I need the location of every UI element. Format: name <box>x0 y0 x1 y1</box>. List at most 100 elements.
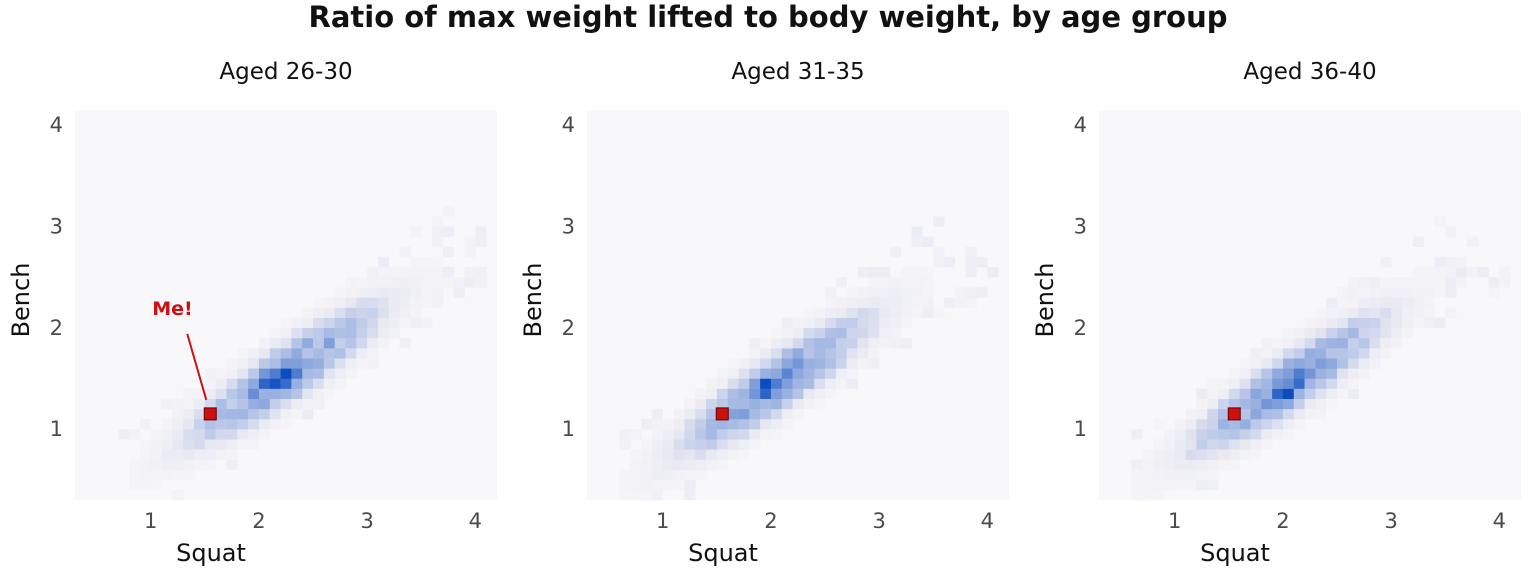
heatmap-cell <box>237 398 249 410</box>
heatmap-cell <box>280 317 292 329</box>
heatmap-cell <box>1131 429 1143 440</box>
heatmap-cell <box>1282 418 1295 430</box>
heatmap-cell <box>345 368 357 379</box>
heatmap-cell <box>1326 297 1338 308</box>
heatmap-cell <box>1228 418 1240 430</box>
x-tick-label: 3 <box>872 509 885 533</box>
heatmap-cell <box>846 297 858 308</box>
heatmap-cell <box>183 418 195 430</box>
heatmap-cell <box>922 287 934 298</box>
heatmap-cell <box>1445 287 1457 298</box>
heatmap-cell <box>172 469 184 481</box>
heatmap-cell <box>442 267 455 278</box>
heatmap-cell <box>1293 348 1305 359</box>
heatmap-cell <box>291 398 303 410</box>
heatmap-cell <box>323 317 335 329</box>
heatmap-cell <box>1218 408 1230 420</box>
x-tick-label: 4 <box>981 509 994 533</box>
heatmap-cell <box>356 317 368 329</box>
heatmap-cell <box>377 337 390 349</box>
heatmap-cell <box>367 358 379 369</box>
heatmap-cell <box>1272 368 1284 379</box>
heatmap-cell <box>976 256 988 268</box>
heatmap-cell <box>695 459 707 470</box>
heatmap-cell <box>1174 479 1186 491</box>
heatmap-cell <box>857 287 869 298</box>
heatmap-cell <box>662 439 674 450</box>
y-tick-label: 4 <box>562 113 575 137</box>
heatmap-cell <box>345 358 357 369</box>
panel-subtitle: Aged 36-40 <box>1243 59 1376 85</box>
y-tick-label: 2 <box>50 316 63 340</box>
heatmap-cell <box>302 398 314 410</box>
heatmap-cell <box>846 337 858 349</box>
heatmap-cell <box>1131 479 1143 491</box>
heatmap-cell <box>215 398 227 410</box>
heatmap-cell <box>129 469 141 481</box>
heatmap-cell <box>662 459 674 470</box>
heatmap-cell <box>334 378 346 389</box>
heatmap-cell <box>1196 429 1208 440</box>
heatmap-cell <box>280 418 292 430</box>
heatmap-cell <box>770 368 783 379</box>
heatmap-cell <box>399 277 411 288</box>
heatmap-cell <box>1218 418 1230 430</box>
heatmap-cell <box>814 327 826 339</box>
heatmap-cell <box>1434 256 1446 268</box>
y-axis-label: Bench <box>7 263 35 338</box>
heatmap-cell <box>172 489 184 501</box>
heatmap-cell <box>716 418 728 430</box>
heatmap-cell <box>1445 277 1457 288</box>
heatmap-cell <box>1326 378 1338 389</box>
heatmap-cell <box>269 378 281 389</box>
heatmap-cell <box>410 297 422 308</box>
y-tick-label: 1 <box>50 417 63 441</box>
heatmap-cell <box>302 327 314 339</box>
heatmap-cell <box>706 378 718 389</box>
heatmap-cell <box>345 277 357 288</box>
heatmap-cell <box>1228 429 1240 440</box>
heatmap-cell <box>204 418 216 430</box>
heatmap-cell <box>1337 307 1349 318</box>
heatmap-cell <box>475 226 487 237</box>
heatmap-cell <box>868 267 880 278</box>
heatmap-cell <box>432 277 444 288</box>
heatmap-cell <box>911 307 923 318</box>
heatmap-cell <box>215 378 227 389</box>
heatmap-cell <box>1239 398 1251 410</box>
heatmap-cell <box>1380 307 1392 318</box>
heatmap-cell <box>1207 469 1219 481</box>
heatmap-cell <box>857 297 869 308</box>
heatmap-cell <box>226 429 238 440</box>
heatmap-cell <box>432 256 444 268</box>
heatmap-cell <box>172 429 184 440</box>
heatmap-cell <box>1434 287 1446 298</box>
heatmap-cell <box>760 388 772 399</box>
heatmap-cell <box>1293 327 1305 339</box>
heatmap-cell <box>367 287 379 298</box>
heatmap-cell <box>172 418 184 430</box>
heatmap-cell <box>803 327 815 339</box>
highlight-point <box>715 407 729 421</box>
heatmap-cell <box>706 388 718 399</box>
heatmap-cell <box>399 307 411 318</box>
heatmap-cell <box>1228 459 1240 470</box>
heatmap-cell <box>1337 348 1349 359</box>
heatmap-cell <box>835 297 847 308</box>
heatmap-cell <box>1315 337 1327 349</box>
heatmap-cell <box>1185 469 1197 481</box>
heatmap-cell <box>846 317 858 329</box>
heatmap-cell <box>161 439 173 450</box>
heatmap-cell <box>695 429 707 440</box>
heatmap-cell <box>1250 358 1262 369</box>
heatmap-cell <box>1315 348 1327 359</box>
heatmap-cell <box>442 206 455 217</box>
heatmap-cell <box>1337 297 1349 308</box>
heatmap-cell <box>1326 337 1338 349</box>
heatmap-cell <box>770 348 783 359</box>
heatmap-cell <box>1239 439 1251 450</box>
heatmap-cell <box>334 348 346 359</box>
heatmap-cell <box>727 368 739 379</box>
heatmap-cell <box>291 408 303 420</box>
x-tick-label: 1 <box>1168 509 1181 533</box>
